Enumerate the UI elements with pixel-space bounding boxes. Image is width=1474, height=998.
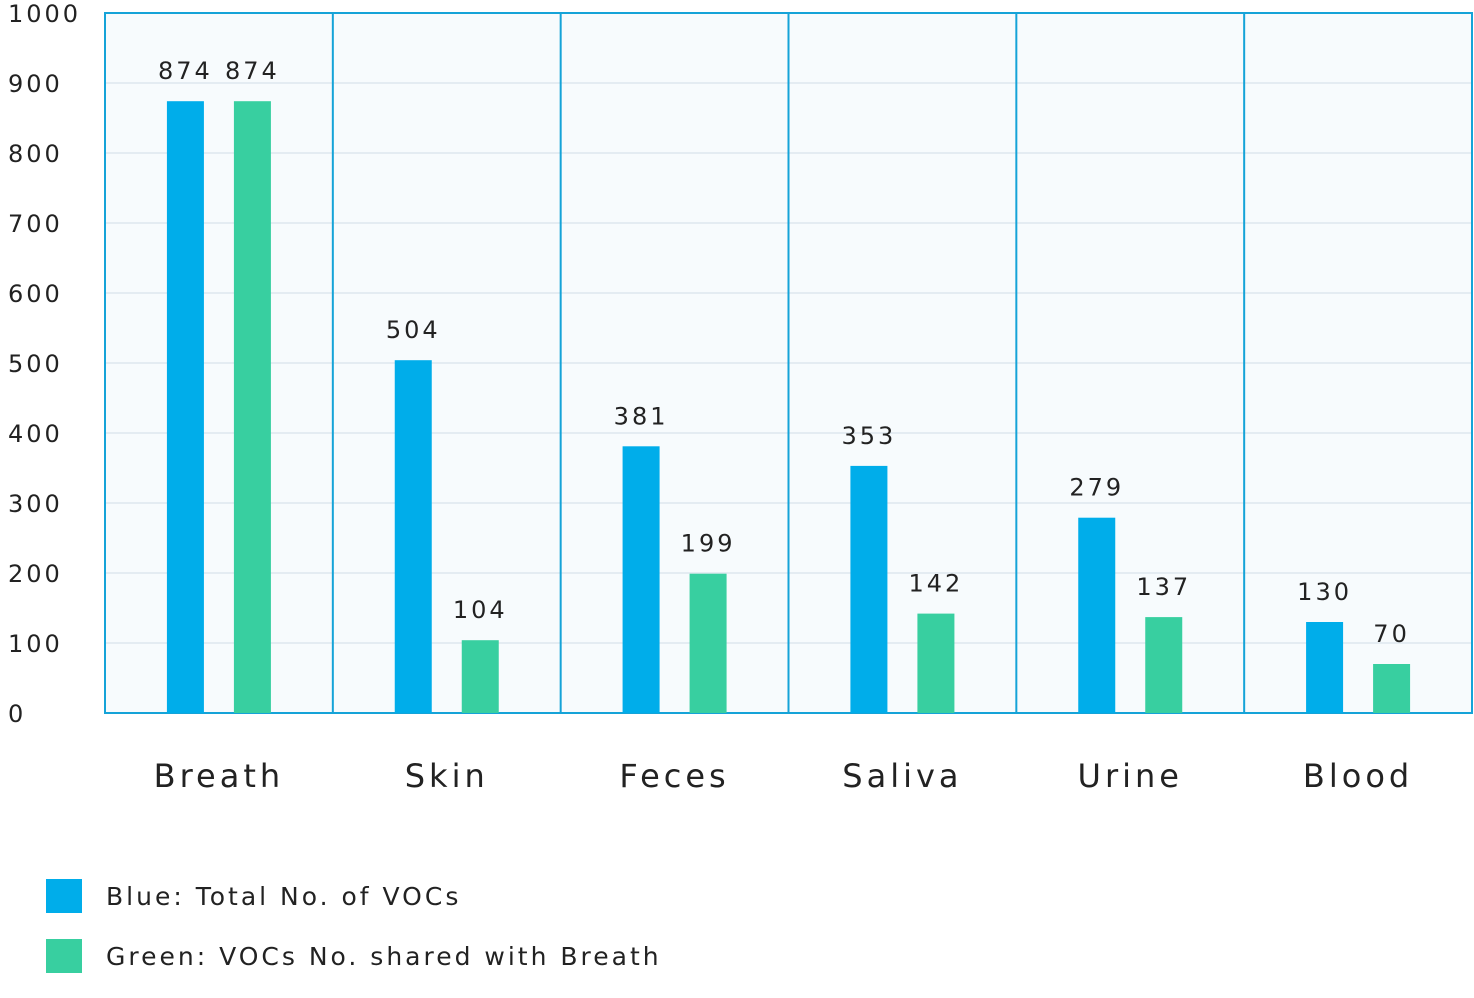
legend-swatch-blue [46, 879, 82, 913]
legend-swatch-green [46, 939, 82, 973]
bar-urine-total [1078, 517, 1116, 713]
legend: Blue: Total No. of VOCs Green: VOCs No. … [46, 878, 662, 998]
bar-chart: 0 100 200 300 400 500 600 700 800 900 1000 874 874 Br… [8, 0, 1473, 795]
data-label: 874 [158, 57, 213, 85]
x-category-label: Saliva [842, 757, 962, 795]
y-tick-label: 0 [8, 700, 26, 728]
bar-urine-shared [1145, 617, 1183, 713]
data-label: 353 [842, 422, 897, 450]
data-label: 104 [453, 596, 508, 624]
plot-border [104, 12, 1473, 714]
data-label: 130 [1297, 578, 1352, 606]
y-tick-label: 900 [8, 70, 63, 98]
data-label: 504 [386, 316, 441, 344]
bar-saliva-shared [917, 613, 955, 713]
bar-saliva-total [850, 465, 888, 713]
y-tick-label: 400 [8, 420, 63, 448]
y-tick-label: 200 [8, 560, 63, 588]
y-tick-label: 300 [8, 490, 63, 518]
bar-skin-total [394, 360, 432, 713]
data-label: 874 [225, 57, 280, 85]
bar-blood-total [1306, 622, 1344, 713]
y-tick-label: 1000 [8, 0, 81, 28]
data-label: 381 [614, 402, 669, 430]
legend-label-total: Blue: Total No. of VOCs [106, 881, 462, 911]
y-tick-label: 800 [8, 140, 63, 168]
y-tick-label: 700 [8, 210, 63, 238]
x-category-label: Urine [1078, 757, 1183, 795]
data-label: 279 [1069, 474, 1124, 502]
x-category-label: Blood [1303, 757, 1413, 795]
x-category-label: Feces [619, 757, 729, 795]
y-tick-label: 500 [8, 350, 63, 378]
bar-feces-shared [689, 573, 727, 713]
y-tick-label: 100 [8, 630, 63, 658]
data-label: 70 [1373, 620, 1410, 648]
data-label: 137 [1136, 573, 1191, 601]
y-tick-label: 600 [8, 280, 63, 308]
bar-feces-total [622, 446, 660, 713]
legend-item-total: Blue: Total No. of VOCs [46, 878, 662, 914]
bar-blood-shared [1373, 664, 1411, 713]
x-category-label: Skin [405, 757, 489, 795]
legend-item-shared: Green: VOCs No. shared with Breath [46, 938, 662, 974]
data-label: 199 [681, 530, 736, 558]
bar-breath-shared [233, 101, 271, 713]
x-category-label: Breath [154, 757, 285, 795]
legend-label-shared: Green: VOCs No. shared with Breath [106, 941, 662, 971]
bar-skin-shared [461, 640, 499, 713]
data-label: 142 [909, 570, 964, 598]
bar-breath-total [166, 101, 204, 713]
